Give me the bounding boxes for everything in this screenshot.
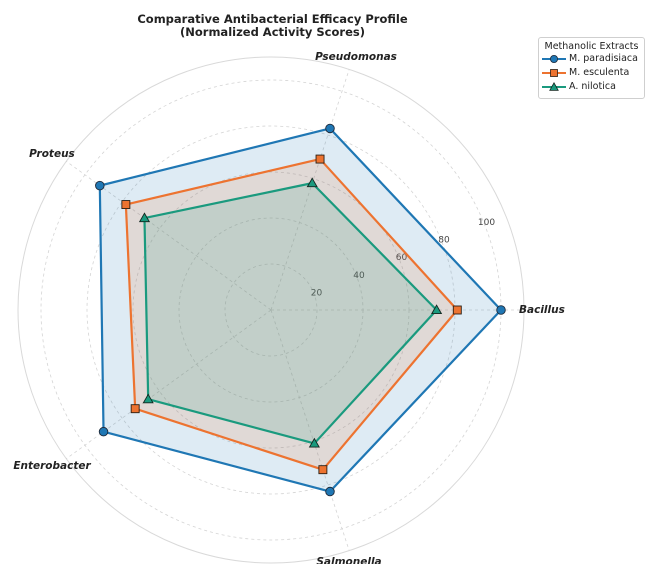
legend-item-m-esculenta: M. esculenta: [539, 66, 644, 80]
legend-marker-square-icon: [542, 69, 566, 77]
axis-label: Proteus: [29, 148, 75, 160]
series-area: [124, 157, 459, 471]
data-point: [431, 304, 443, 315]
chart-title: Comparative Antibacterial Efficacy Profi…: [0, 13, 545, 39]
legend-label: M. esculenta: [569, 67, 630, 78]
data-point: [325, 123, 335, 134]
data-point: [130, 404, 140, 414]
legend-marker-triangle-icon: [542, 81, 566, 91]
series-area: [98, 127, 503, 493]
axis-label: Pseudomonas: [315, 51, 397, 63]
legend-title: Methanolic Extracts: [544, 41, 639, 52]
radial-tick-label: 60: [396, 253, 408, 263]
series-area: [143, 182, 438, 445]
data-point: [95, 180, 105, 191]
legend-label: A. nilotica: [569, 81, 616, 92]
legend-item-m-paradisiaca: M. paradisiaca: [539, 52, 644, 66]
legend-item-a-nilotica: A. nilotica: [539, 80, 644, 94]
data-point: [308, 437, 320, 448]
grid-spoke: [270, 309, 350, 551]
data-point: [325, 486, 335, 497]
data-point: [318, 465, 328, 475]
legend: Methanolic Extracts M. paradisiaca M. es…: [538, 37, 645, 99]
data-point: [121, 200, 131, 210]
data-point: [142, 393, 154, 404]
radial-tick-label: 40: [353, 271, 365, 281]
chart-subtitle: (Normalized Activity Scores): [180, 25, 365, 39]
data-point: [315, 154, 325, 164]
data-point: [496, 305, 506, 315]
axis-label: Bacillus: [519, 304, 565, 316]
legend-marker-circle-icon: [542, 55, 566, 63]
data-point: [452, 305, 462, 315]
legend-label: M. paradisiaca: [569, 53, 638, 64]
axis-label: Enterobacter: [13, 460, 91, 472]
radial-tick-label: 20: [311, 288, 323, 298]
radial-tick-label: 100: [478, 218, 495, 228]
chart-title-main: Comparative Antibacterial Efficacy Profi…: [137, 12, 408, 26]
grid-ring: [224, 263, 318, 357]
grid-spoke: [270, 69, 350, 311]
radial-tick-label: 80: [438, 236, 450, 246]
data-point: [138, 212, 151, 223]
data-point: [98, 426, 109, 437]
data-point: [306, 177, 318, 188]
axis-label: Salmonella: [316, 556, 381, 564]
